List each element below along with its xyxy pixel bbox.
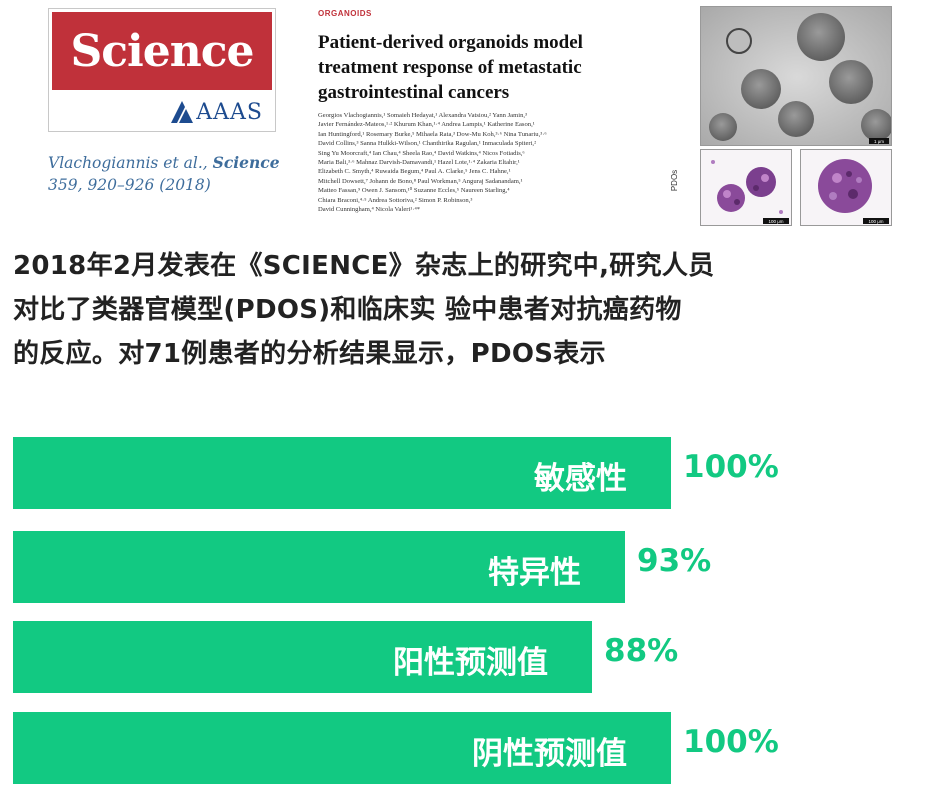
author-line: Chiara Braconi,⁴·⁵ Andrea Sottoriva,² Si… bbox=[318, 196, 473, 204]
scale-bar-label: 1 μm bbox=[874, 139, 884, 144]
science-logo: Science AAAS bbox=[48, 8, 276, 132]
author-line: David Collins,³ Sanna Hulkki-Wilson,¹ Ch… bbox=[318, 140, 537, 148]
scale-bar-label: 100 μm bbox=[868, 219, 883, 224]
stained-micrograph-icon: 100 μm bbox=[818, 159, 889, 224]
bar-value-label: 88% bbox=[604, 633, 679, 669]
bar-category-label: 阴性预测值 bbox=[472, 736, 627, 772]
bar-category-label: 敏感性 bbox=[534, 461, 627, 497]
citation: Vlachogiannis et al., Science 359, 920–9… bbox=[48, 152, 288, 196]
organoid-stained-image-1: 100 μm bbox=[700, 149, 792, 226]
author-line: David Cunningham,⁴ Nicola Valeri¹·⁴* bbox=[318, 206, 421, 214]
headline-line: 的反应。对71例患者的分析结果显示，PDOS表示 bbox=[13, 339, 606, 369]
aaas-mark-icon bbox=[171, 101, 194, 123]
science-wordmark: Science bbox=[70, 25, 254, 77]
citation-authors: Vlachogiannis et al., bbox=[48, 154, 208, 172]
pdos-side-label: PDOs bbox=[670, 169, 680, 192]
pdos-performance-bar-chart: 敏感性 100% 特异性 93% 阳性预测值 88% 阴性预测值 100% bbox=[0, 420, 943, 790]
aaas-logo: AAAS bbox=[49, 93, 275, 131]
author-line: Georgios Vlachogiannis,¹ Somaieh Hedayat… bbox=[318, 112, 527, 119]
bar bbox=[13, 437, 671, 509]
paper-title-line: Patient-derived organoids model bbox=[318, 32, 583, 53]
paper-title-line: gastrointestinal cancers bbox=[318, 82, 510, 103]
headline: 2018年2月发表在《SCIENCE》杂志上的研究中,研究人员 对比了类器官模型… bbox=[13, 244, 938, 376]
bar-value-label: 100% bbox=[683, 449, 779, 485]
aaas-wordmark: AAAS bbox=[196, 99, 263, 125]
bar bbox=[13, 531, 625, 603]
paper-authors: Georgios Vlachogiannis,¹ Somaieh Hedayat… bbox=[318, 111, 670, 214]
bar bbox=[13, 712, 671, 784]
organoid-brightfield-image: 1 μm bbox=[700, 6, 892, 146]
author-line: Maria Bali,³·⁶ Mahnaz Darvish-Damavandi,… bbox=[318, 159, 520, 167]
paper-title-line: treatment response of metastatic bbox=[318, 57, 582, 78]
bar-value-label: 93% bbox=[637, 543, 712, 579]
author-line: Javier Fernández-Mateos,¹·² Khurum Khan,… bbox=[318, 121, 535, 129]
author-line: Elizabeth C. Smyth,⁴ Ruwaida Begum,⁴ Pau… bbox=[318, 168, 511, 176]
paper-title: Patient-derived organoids model treatmen… bbox=[318, 30, 658, 105]
author-line: Matteo Fassan,⁹ Owen J. Sansom,¹⁰ Suzann… bbox=[318, 187, 510, 195]
citation-journal: Science bbox=[212, 153, 280, 172]
bar-category-label: 阳性预测值 bbox=[393, 645, 548, 681]
author-line: Ian Huntingford,¹ Rosemary Burke,⁵ Mihae… bbox=[318, 130, 547, 138]
citation-reference: 359, 920–926 (2018) bbox=[48, 176, 211, 194]
stained-micrograph-icon: 100 μm bbox=[711, 160, 789, 224]
author-line: Mitchell Dowsett,⁷ Johann de Bono,⁸ Paul… bbox=[318, 177, 523, 185]
paper-section-label: ORGANOIDS bbox=[318, 9, 372, 18]
author-line: Sing Yu Moorcraft,⁴ Ian Chau,⁴ Sheela Ra… bbox=[318, 149, 525, 157]
bar-category-label: 特异性 bbox=[488, 555, 581, 591]
bar-value-label: 100% bbox=[683, 724, 779, 760]
brightfield-micrograph-icon: 1 μm bbox=[701, 7, 891, 145]
bar bbox=[13, 621, 592, 693]
science-logo-banner: Science bbox=[52, 12, 272, 90]
headline-line: 2018年2月发表在《SCIENCE》杂志上的研究中,研究人员 bbox=[13, 251, 715, 281]
scale-bar-label: 100 μm bbox=[768, 219, 783, 224]
organoid-stained-image-2: 100 μm bbox=[800, 149, 892, 226]
headline-line: 对比了类器官模型(PDOS)和临床实 验中患者对抗癌药物 bbox=[13, 295, 682, 325]
